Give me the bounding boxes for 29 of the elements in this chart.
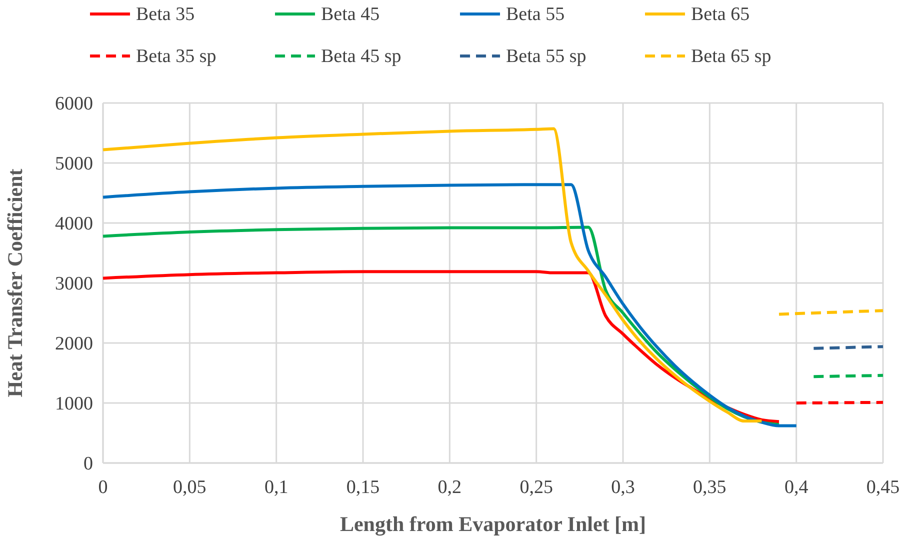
x-tick-label: 0,35 (693, 477, 726, 498)
legend-label: Beta 35 sp (136, 46, 216, 67)
y-tick-label: 0 (84, 454, 93, 475)
x-tick-label: 0,4 (784, 477, 809, 498)
x-tick-label: 0,45 (866, 477, 900, 498)
x-tick-label: 0,25 (520, 477, 553, 498)
x-tick-label: 0,1 (264, 477, 288, 498)
x-axis-title: Length from Evaporator Inlet [m] (340, 512, 646, 536)
x-tick-label: 0,05 (173, 477, 206, 498)
y-tick-label: 5000 (55, 154, 93, 175)
x-tick-label: 0,3 (611, 477, 635, 498)
legend-label: Beta 65 (691, 4, 750, 25)
line-series (102, 127, 764, 422)
y-tick-label: 6000 (55, 94, 93, 115)
legend-label: Beta 55 (506, 4, 565, 25)
y-axis-title: Heat Transfer Coefficient (3, 168, 27, 398)
legend-label: Beta 35 (136, 4, 195, 25)
y-tick-label: 4000 (55, 214, 93, 235)
x-tick-label: 0,2 (438, 477, 462, 498)
x-tick-label: 0,15 (346, 477, 380, 498)
y-tick-label: 3000 (55, 274, 93, 295)
legend-label: Beta 55 sp (506, 46, 586, 67)
legend-label: Beta 65 sp (691, 46, 772, 67)
legend-label: Beta 45 (321, 4, 380, 25)
x-tick-label: 0 (98, 477, 108, 498)
legend-label: Beta 45 sp (321, 46, 402, 67)
line-series (102, 183, 798, 428)
y-tick-label: 1000 (55, 394, 93, 415)
y-tick-label: 2000 (55, 334, 93, 355)
